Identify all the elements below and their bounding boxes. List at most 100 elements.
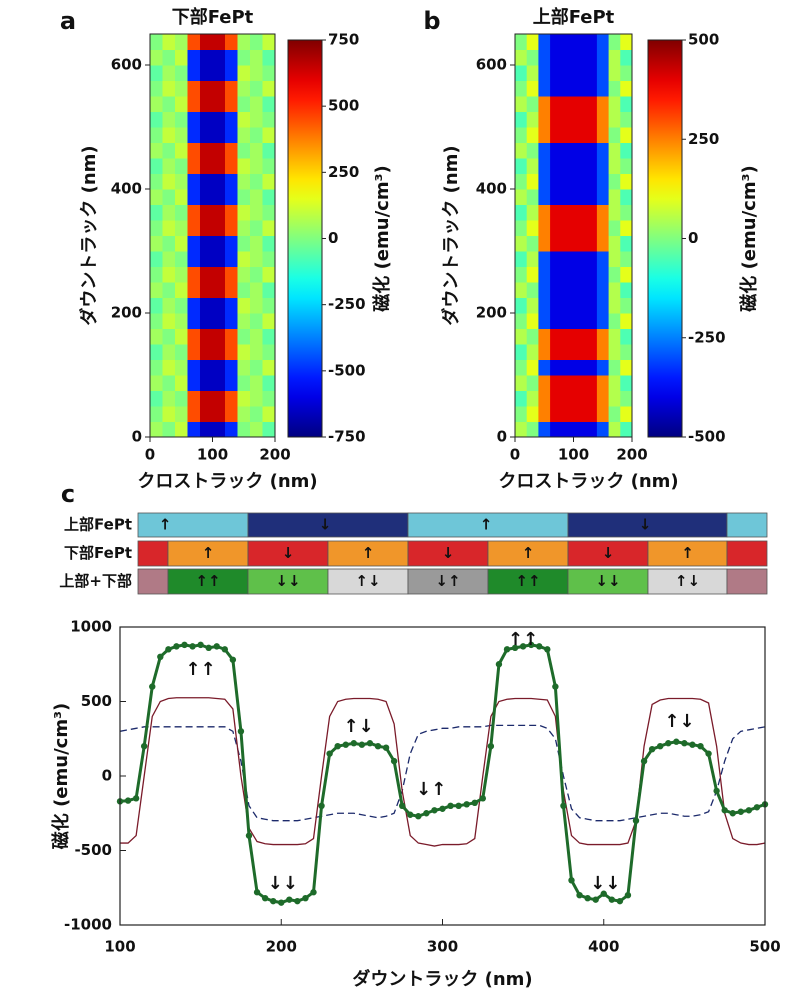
heat-cell: [212, 65, 226, 81]
heat-cell: [515, 111, 528, 128]
heat-cell: [585, 158, 598, 174]
heat-cell: [162, 251, 176, 267]
heat-cell: [187, 390, 201, 407]
heat-cell: [237, 328, 251, 345]
series-marker: [350, 740, 358, 747]
heat-cell: [561, 204, 574, 221]
heat-cell: [620, 251, 633, 267]
heat-cell: [175, 111, 188, 128]
heat-cell: [538, 96, 551, 112]
x-tick-label: 0: [145, 446, 155, 464]
heat-cell: [550, 34, 563, 50]
heat-cell: [150, 406, 163, 422]
heat-cell: [573, 344, 586, 360]
series-marker: [390, 757, 398, 765]
heat-cell: [526, 34, 539, 50]
colorbar-tick-label: 250: [688, 130, 719, 148]
heat-cell: [550, 189, 563, 205]
heat-cell: [526, 96, 539, 112]
state-arrow: ↑: [480, 516, 493, 534]
heat-cell: [237, 127, 251, 143]
y-tick-label: 600: [111, 56, 142, 74]
heat-cell: [200, 390, 213, 407]
heat-cell: [538, 297, 551, 314]
heat-cell: [550, 204, 563, 221]
heat-cell: [212, 49, 226, 66]
colorbar-tick-label: -500: [688, 428, 726, 446]
heat-cell: [212, 173, 226, 190]
heat-cell: [250, 375, 263, 391]
heat-cell: [187, 328, 201, 345]
colorbar-tick-label: -250: [328, 295, 366, 313]
heat-cell: [212, 111, 226, 128]
heat-cell: [200, 251, 213, 267]
annotation: ↑↓: [344, 716, 374, 737]
heat-cell: [620, 328, 633, 345]
series-marker: [318, 802, 325, 809]
heat-cell: [561, 297, 574, 314]
heat-cell: [526, 173, 539, 190]
heat-cell: [550, 344, 563, 360]
heat-cell: [150, 282, 163, 298]
heat-cell: [620, 375, 633, 391]
heat-cell: [200, 204, 213, 221]
heat-cell: [596, 80, 610, 97]
heat-cell: [585, 313, 598, 329]
heat-cell: [150, 49, 163, 66]
x-tick-label: 200: [266, 938, 297, 956]
state-arrow: ↑↓: [355, 572, 380, 590]
heat-cell: [608, 297, 621, 314]
heat-cell: [187, 344, 201, 360]
heat-cell: [608, 266, 621, 283]
heat-cell: [561, 111, 574, 128]
heat-cell: [561, 266, 574, 283]
series-marker: [366, 740, 374, 747]
heat-cell: [225, 406, 238, 422]
series-marker: [334, 743, 341, 750]
heat-cell: [150, 65, 163, 81]
heat-cell: [250, 127, 263, 143]
heat-cell: [162, 359, 176, 376]
heat-cell: [620, 204, 633, 221]
heat-cell: [538, 390, 551, 407]
heat-cell: [573, 375, 586, 391]
series-marker: [495, 661, 503, 668]
series-marker: [471, 799, 478, 807]
colorbar-label: 磁化 (emu/cm³): [738, 165, 760, 311]
series-marker: [157, 653, 164, 660]
heat-cell: [150, 344, 163, 360]
heat-cell: [561, 189, 574, 205]
series-marker: [487, 743, 495, 750]
heat-cell: [150, 235, 163, 252]
heat-cell: [608, 235, 621, 252]
series-marker: [729, 810, 736, 817]
heat-cell: [515, 204, 528, 221]
series-marker: [616, 897, 624, 905]
state-arrow: ↓: [319, 516, 332, 534]
heat-cell: [250, 34, 263, 50]
series-marker: [269, 897, 277, 905]
heat-cell: [200, 173, 213, 190]
heat-cell: [526, 313, 539, 329]
heat-cell: [515, 390, 528, 407]
x-tick-label: 300: [427, 938, 458, 956]
heat-cell: [162, 111, 176, 128]
heat-cell: [608, 375, 621, 391]
heat-cell: [175, 297, 188, 314]
heat-cell: [515, 297, 528, 314]
heat-cell: [550, 328, 563, 345]
heat-cell: [250, 282, 263, 298]
heat-cell: [250, 406, 263, 422]
series-marker: [689, 741, 696, 748]
heat-cell: [200, 220, 213, 236]
heat-cell: [175, 220, 188, 236]
heat-cell: [550, 173, 563, 190]
heat-cell: [225, 158, 238, 174]
heat-cell: [250, 49, 263, 66]
heat-cell: [561, 359, 574, 376]
heat-cell: [585, 359, 598, 376]
panel-label: b: [423, 7, 440, 35]
heat-cell: [538, 204, 551, 221]
heat-cell: [620, 282, 633, 298]
series-marker: [398, 802, 406, 809]
